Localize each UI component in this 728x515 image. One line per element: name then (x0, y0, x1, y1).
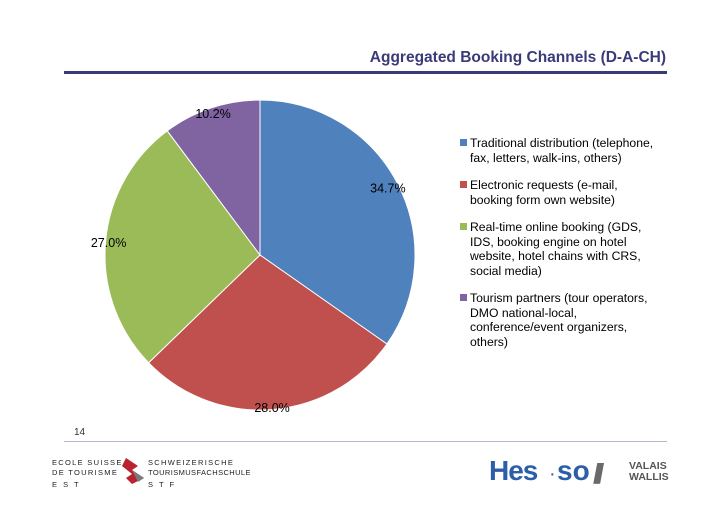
school-de-line1: SCHWEIZERISCHE (148, 458, 235, 467)
region-line1: VALAIS (629, 460, 667, 472)
data-label-partners: 10.2% (195, 107, 230, 121)
page-number: 14 (74, 427, 86, 438)
pie-slice-realtime (104, 130, 261, 364)
legend-swatch-electronic (460, 181, 467, 188)
legend-item-traditional: Traditional distribution (telephone, fax… (460, 136, 660, 165)
legend: Traditional distribution (telephone, fax… (460, 136, 660, 362)
school-de-line2: TOURISMUSFACHSCHULE (148, 468, 251, 477)
data-label-realtime: 27.0% (91, 236, 126, 250)
slashes-icon: /// (593, 458, 605, 489)
footer-divider (64, 441, 667, 442)
legend-label-electronic: Electronic requests (e-mail, booking for… (470, 178, 618, 207)
hes-so-logo: Hes · so /// VALAIS WALLIS (489, 455, 679, 495)
legend-swatch-partners (460, 294, 467, 301)
legend-item-partners: Tourism partners (tour operators, DMO na… (460, 291, 660, 349)
legend-label-partners: Tourism partners (tour operators, DMO na… (470, 291, 648, 349)
data-label-traditional: 34.7% (370, 181, 405, 195)
legend-swatch-realtime (460, 223, 467, 230)
pie-slice-electronic (147, 254, 388, 411)
school-fr-line2: DE TOURISME (52, 468, 119, 477)
legend-label-traditional: Traditional distribution (telephone, fax… (470, 136, 654, 165)
pie-slice-traditional (259, 99, 416, 345)
hes-dot-icon: · (549, 463, 556, 485)
hes-wordmark: Hes (489, 455, 538, 486)
pie-slice-partners (166, 99, 261, 257)
hes-so-wordmark: so (557, 455, 590, 486)
school-fr-line1: ECOLE SUISSE (52, 458, 123, 467)
school-fr-line3: E S T (52, 480, 81, 489)
school-emblem-icon (122, 458, 144, 484)
legend-item-realtime: Real-time online booking (GDS, IDS, book… (460, 220, 660, 278)
region-name: VALAIS WALLIS (629, 461, 669, 483)
legend-label-realtime: Real-time online booking (GDS, IDS, book… (470, 220, 642, 278)
data-label-electronic: 28.0% (254, 401, 289, 415)
title-divider (64, 71, 667, 74)
region-line2: WALLIS (629, 471, 669, 483)
chart-title: Aggregated Booking Channels (D-A-CH) (369, 49, 666, 66)
est-stf-logo: ECOLE SUISSE DE TOURISME E S T SCHWEIZER… (50, 456, 251, 492)
legend-item-electronic: Electronic requests (e-mail, booking for… (460, 178, 660, 207)
school-de-line3: S T F (148, 480, 177, 489)
legend-swatch-traditional (460, 139, 467, 146)
